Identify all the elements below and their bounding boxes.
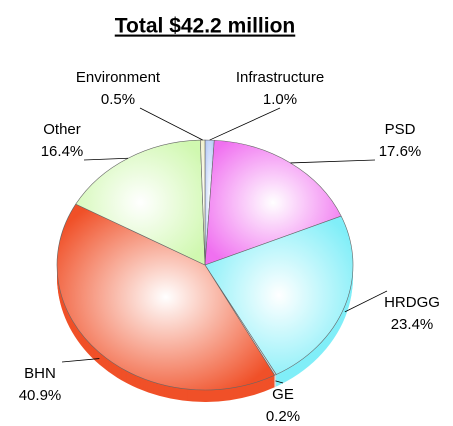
leader-line [209, 107, 281, 141]
slice-value: 1.0% [263, 91, 297, 108]
slice [204, 139, 342, 266]
leader-line [139, 107, 203, 141]
slice-value: 16.4% [41, 143, 84, 160]
slice-value: 17.6% [379, 143, 422, 160]
slice-label: Infrastructure [236, 69, 324, 86]
slice-label: Environment [76, 69, 161, 86]
leader-line [83, 157, 129, 161]
slice [56, 203, 276, 391]
leader-line [275, 380, 284, 384]
chart-title: Total $42.2 million [115, 15, 296, 38]
slice [204, 215, 354, 375]
slice-value: 40.9% [19, 387, 62, 404]
slice-value: 23.4% [391, 316, 434, 333]
slice-value: 0.2% [266, 408, 300, 425]
slice-label: GE [272, 386, 294, 403]
slice-label: HRDGG [384, 294, 440, 311]
leader-line [290, 159, 376, 164]
leader-line [344, 290, 388, 313]
slice-label: Other [43, 121, 81, 138]
slice-value: 0.5% [101, 91, 135, 108]
slice-label: PSD [385, 121, 416, 138]
slice-label: BHN [24, 365, 56, 382]
leader-line [61, 358, 100, 363]
